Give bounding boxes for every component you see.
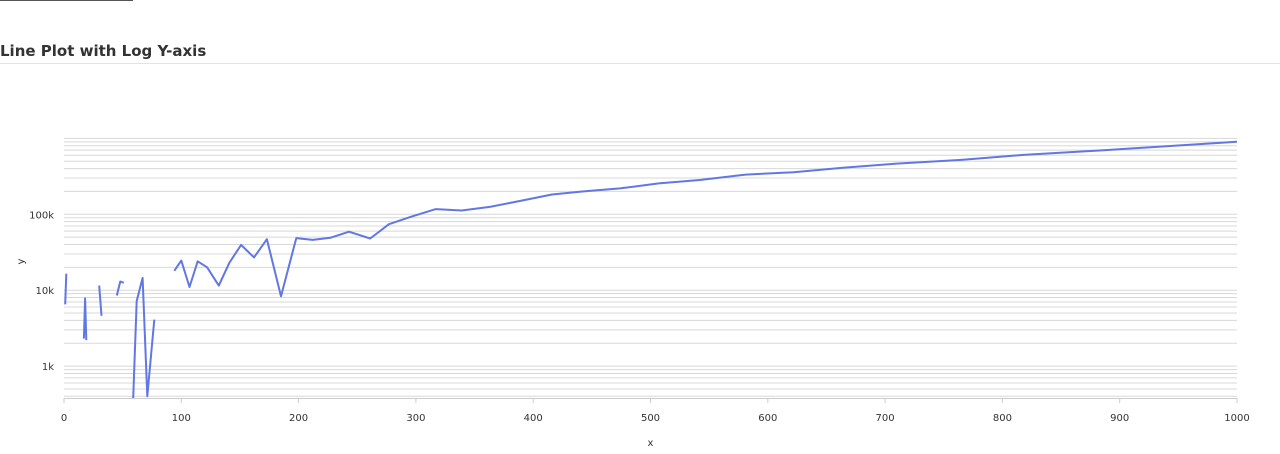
x-tick-label: 800 [993, 413, 1012, 424]
series-line-segment [115, 280, 125, 296]
tick-labels: 0 100 200 300 400 500 600 700 800 900 1000 1k 10k 100… [16, 210, 1250, 449]
x-tick-label: 100 [172, 413, 191, 424]
top-rule [0, 0, 133, 1]
series-line-segment [64, 273, 68, 305]
grid-lines [64, 137, 1237, 397]
axes [63, 398, 1238, 403]
series-line-segment [82, 297, 88, 341]
x-axis-label: x [648, 438, 654, 449]
x-tick-label: 1000 [1224, 413, 1249, 424]
x-tick-label: 600 [758, 413, 777, 424]
y-tick-label: 100k [29, 210, 54, 221]
series-line-segment [132, 276, 156, 399]
y-tick-label: 10k [35, 286, 54, 297]
y-tick-label: 1k [42, 362, 54, 373]
x-tick-label: 900 [1110, 413, 1129, 424]
y-axis-label: y [16, 258, 27, 264]
x-tick-label: 500 [641, 413, 660, 424]
plot-area [64, 140, 1238, 399]
x-tick-label: 400 [524, 413, 543, 424]
series-line-segment [98, 285, 103, 316]
series-line-segment [173, 140, 1238, 298]
x-tick-label: 200 [289, 413, 308, 424]
title-divider [0, 63, 1280, 64]
x-tick-label: 300 [406, 413, 425, 424]
x-tick-label: 0 [61, 413, 67, 424]
x-tick-label: 700 [876, 413, 895, 424]
chart-title: Line Plot with Log Y-axis [0, 42, 207, 60]
